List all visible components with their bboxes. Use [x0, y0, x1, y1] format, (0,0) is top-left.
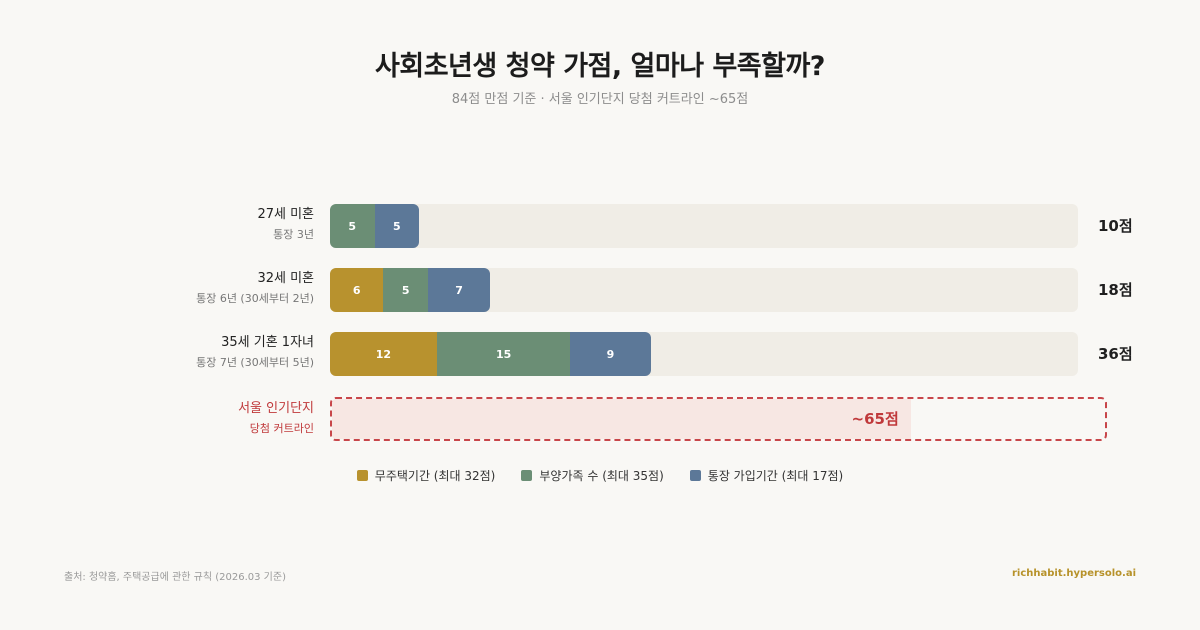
legend: 무주택기간 (최대 32점) 부양가족 수 (최대 35점) 통장 가입기간 (최대… — [0, 467, 1200, 484]
brand-link[interactable]: richhabit.hypersolo.ai — [1011, 568, 1136, 579]
bar-segment: 5 — [330, 204, 375, 248]
source-note: 출처: 청약홈, 주택공급에 관한 규칙 (2026.03 기준) — [64, 572, 286, 583]
legend-item: 부양가족 수 (최대 35점) — [521, 467, 664, 484]
cutoff-value: ~65점 — [851, 410, 899, 428]
bar-segment: 9 — [570, 332, 651, 376]
legend-swatch — [689, 470, 701, 481]
row-label-sub: 통장 6년 (30세부터 2년) — [196, 292, 314, 305]
legend-item: 무주택기간 (최대 32점) — [356, 467, 496, 484]
cutoff-label: 서울 인기단지 당첨 커트라인 — [74, 400, 314, 437]
legend-item: 통장 가입기간 (최대 17점) — [689, 467, 844, 484]
legend-label: 부양가족 수 (최대 35점) — [539, 469, 664, 483]
row-label-sub: 통장 7년 (30세부터 5년) — [196, 356, 314, 369]
cutoff-box: ~65점 — [330, 397, 1107, 441]
row-label-main: 27세 미혼 — [257, 207, 314, 222]
bar-segment: 12 — [330, 332, 437, 376]
bar-segment: 15 — [436, 332, 571, 376]
row-total: 36점 — [1098, 345, 1133, 363]
chart-subtitle: 84점 만점 기준 · 서울 인기단지 당첨 커트라인 ~65점 — [451, 92, 749, 107]
bar-segment: 6 — [330, 268, 384, 312]
legend-label: 통장 가입기간 (최대 17점) — [707, 469, 844, 483]
cutoff-fill-bar — [332, 399, 911, 439]
row-label-main: 35세 기혼 1자녀 — [221, 335, 314, 350]
cutoff-label-main: 서울 인기단지 — [238, 401, 314, 416]
bar-segment: 7 — [427, 268, 491, 312]
legend-swatch — [356, 470, 368, 481]
row-total: 18점 — [1098, 281, 1133, 299]
row-label-main: 32세 미혼 — [257, 271, 314, 286]
bar-segment: 5 — [383, 268, 428, 312]
row-total: 10점 — [1098, 217, 1133, 235]
bar-track: 12 15 9 — [330, 332, 1078, 376]
cutoff-label-sub: 당첨 커트라인 — [249, 422, 314, 435]
bar-segment: 5 — [374, 204, 420, 248]
legend-swatch — [521, 470, 533, 481]
row-label-sub: 통장 3년 — [273, 228, 314, 241]
chart-title: 사회초년생 청약 가점, 얼마나 부족할까? — [375, 51, 825, 82]
legend-label: 무주택기간 (최대 32점) — [374, 469, 496, 483]
